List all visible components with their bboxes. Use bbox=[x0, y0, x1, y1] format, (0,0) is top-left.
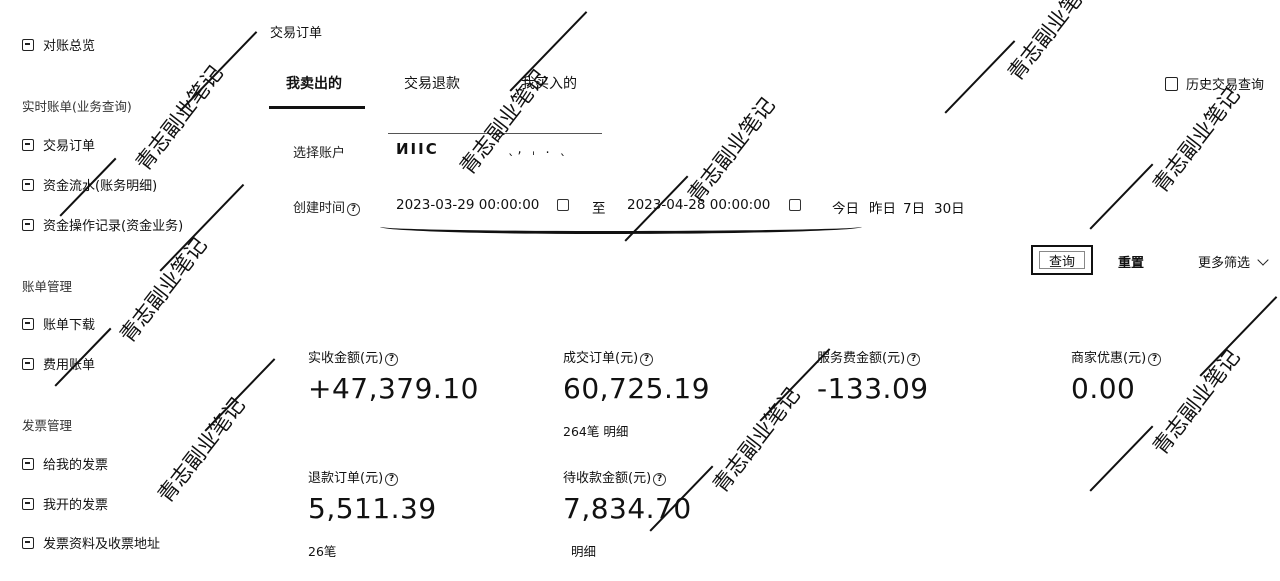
sidebar-item-label: 资金流水(账务明细) bbox=[43, 179, 158, 194]
sidebar-item-label: 交易订单 bbox=[43, 139, 96, 154]
document-icon bbox=[22, 317, 34, 330]
sidebar-group-bills: 账单管理 bbox=[22, 279, 73, 294]
stat-deal-detail-link[interactable]: 264笔 明细 bbox=[563, 424, 629, 439]
watermark-text: 青志副业笔记 bbox=[708, 383, 805, 498]
sidebar-item-label: 我开的发票 bbox=[43, 498, 109, 513]
document-icon bbox=[22, 178, 34, 191]
sidebar-item-bill-download[interactable]: 账单下载 bbox=[22, 314, 95, 333]
sidebar-item-label: 发票资料及收票地址 bbox=[43, 537, 161, 552]
sidebar-item-label: 资金操作记录(资金业务) bbox=[43, 219, 184, 234]
stat-pending-label: 待收款金额(元)? bbox=[563, 467, 667, 486]
history-query-link[interactable]: 历史交易查询 bbox=[1165, 74, 1264, 93]
create-time-label: 创建时间? bbox=[293, 197, 361, 216]
watermark-text: 青志副业笔记 bbox=[1148, 83, 1245, 198]
help-icon[interactable]: ? bbox=[1148, 353, 1162, 366]
stat-service-fee-label: 服务费金额(元)? bbox=[817, 347, 921, 366]
history-icon bbox=[1165, 76, 1178, 91]
more-filters-label: 更多筛选 bbox=[1198, 256, 1251, 271]
chevron-down-icon bbox=[1257, 253, 1269, 266]
help-icon[interactable]: ? bbox=[385, 473, 399, 486]
stat-deal-value: 60,725.19 bbox=[563, 372, 711, 405]
quick-range-today[interactable]: 今日 bbox=[832, 201, 859, 217]
stat-received-value: +47,379.10 bbox=[308, 372, 479, 405]
watermark-line bbox=[944, 40, 1016, 114]
sidebar-group-invoices: 发票管理 bbox=[22, 418, 73, 433]
end-time-input[interactable]: 2023-04-28 00:00:00 bbox=[627, 197, 771, 213]
stat-refund-count: 26笔 bbox=[308, 544, 337, 559]
stat-service-fee-value: -133.09 bbox=[817, 372, 929, 405]
help-icon[interactable]: ? bbox=[653, 473, 667, 486]
sidebar-item-fund-flow[interactable]: 资金流水(账务明细) bbox=[22, 175, 157, 194]
sidebar-item-label: 给我的发票 bbox=[43, 458, 109, 473]
stat-deal-label: 成交订单(元)? bbox=[563, 347, 654, 366]
sidebar-item-label: 对账总览 bbox=[43, 39, 96, 54]
stat-label-text: 退款订单(元) bbox=[308, 471, 384, 486]
quick-range-30d[interactable]: 30日 bbox=[934, 201, 965, 217]
page-title: 交易订单 bbox=[270, 26, 323, 41]
active-tab-indicator bbox=[269, 106, 365, 109]
document-icon bbox=[22, 38, 34, 51]
sidebar: 对账总览 实时账单(业务查询) 交易订单 资金流水(账务明细) 资金操作记录(资… bbox=[0, 0, 250, 581]
stat-label-text: 成交订单(元) bbox=[563, 351, 639, 366]
calendar-icon[interactable] bbox=[789, 199, 801, 211]
sidebar-item-fund-operations[interactable]: 资金操作记录(资金业务) bbox=[22, 215, 183, 234]
document-icon bbox=[22, 497, 34, 510]
watermark-line bbox=[1089, 163, 1154, 230]
stat-label-text: 服务费金额(元) bbox=[817, 351, 906, 366]
sidebar-item-label: 费用账单 bbox=[43, 358, 96, 373]
start-time-input[interactable]: 2023-03-29 00:00:00 bbox=[396, 197, 540, 213]
more-filters-toggle[interactable]: 更多筛选 bbox=[1198, 252, 1269, 271]
reset-button[interactable]: 重置 bbox=[1118, 252, 1144, 271]
stat-refund-label: 退款订单(元)? bbox=[308, 467, 399, 486]
quick-range-7d[interactable]: 7日 bbox=[903, 201, 926, 217]
sidebar-item-fee-bill[interactable]: 费用账单 bbox=[22, 354, 95, 373]
account-label: 选择账户 bbox=[293, 146, 346, 161]
sidebar-item-overview[interactable]: 对账总览 bbox=[22, 35, 95, 54]
query-button-label: 查询 bbox=[1048, 254, 1075, 270]
stat-pending-value: 7,834.70 bbox=[563, 492, 692, 525]
hand-drawn-underline bbox=[380, 226, 862, 234]
document-icon bbox=[22, 218, 34, 231]
watermark-text: 青志副业笔记 bbox=[1003, 0, 1100, 86]
stat-discount-label: 商家优惠(元)? bbox=[1071, 347, 1162, 366]
sidebar-item-invoice-info[interactable]: 发票资料及收票地址 bbox=[22, 533, 160, 552]
watermark-text: 青志副业笔记 bbox=[683, 93, 780, 208]
account-select-detail: ˎ, ˌ . ˎ bbox=[508, 142, 570, 157]
stat-received-label: 实收金额(元)? bbox=[308, 347, 399, 366]
stat-label-text: 待收款金额(元) bbox=[563, 471, 652, 486]
sidebar-group-realtime: 实时账单(业务查询) bbox=[22, 99, 132, 114]
document-icon bbox=[22, 357, 34, 370]
help-icon[interactable]: ? bbox=[385, 353, 399, 366]
account-select-border bbox=[388, 133, 602, 134]
stat-label-text: 实收金额(元) bbox=[308, 351, 384, 366]
quick-range-yesterday[interactable]: 昨日 bbox=[869, 201, 896, 217]
tab-sold[interactable]: 我卖出的 bbox=[286, 76, 342, 92]
help-icon[interactable]: ? bbox=[907, 353, 921, 366]
stat-refund-value: 5,511.39 bbox=[308, 492, 437, 525]
stat-discount-value: 0.00 bbox=[1071, 372, 1136, 405]
sidebar-item-invoices-issued[interactable]: 我开的发票 bbox=[22, 494, 108, 513]
calendar-icon[interactable] bbox=[557, 199, 569, 211]
help-icon[interactable]: ? bbox=[640, 353, 654, 366]
query-button[interactable]: 查询 bbox=[1031, 245, 1093, 275]
watermark-line bbox=[1199, 296, 1277, 377]
sidebar-item-trade-orders[interactable]: 交易订单 bbox=[22, 135, 95, 154]
document-icon bbox=[22, 138, 34, 151]
tab-bought[interactable]: 我买入的 bbox=[521, 76, 577, 92]
stat-pending-detail-link[interactable]: 明细 bbox=[571, 544, 597, 559]
help-icon[interactable]: ? bbox=[347, 203, 361, 216]
document-icon bbox=[22, 536, 34, 549]
document-icon bbox=[22, 457, 34, 470]
sidebar-item-label: 账单下载 bbox=[43, 318, 96, 333]
sidebar-item-invoices-received[interactable]: 给我的发票 bbox=[22, 454, 108, 473]
create-time-label-text: 创建时间 bbox=[293, 201, 346, 216]
stat-label-text: 商家优惠(元) bbox=[1071, 351, 1147, 366]
tab-refunds[interactable]: 交易退款 bbox=[404, 76, 460, 92]
date-range-separator: 至 bbox=[592, 201, 606, 217]
account-select[interactable]: ИIIC bbox=[396, 140, 439, 158]
watermark-line bbox=[1089, 425, 1154, 492]
history-query-label: 历史交易查询 bbox=[1186, 78, 1265, 93]
